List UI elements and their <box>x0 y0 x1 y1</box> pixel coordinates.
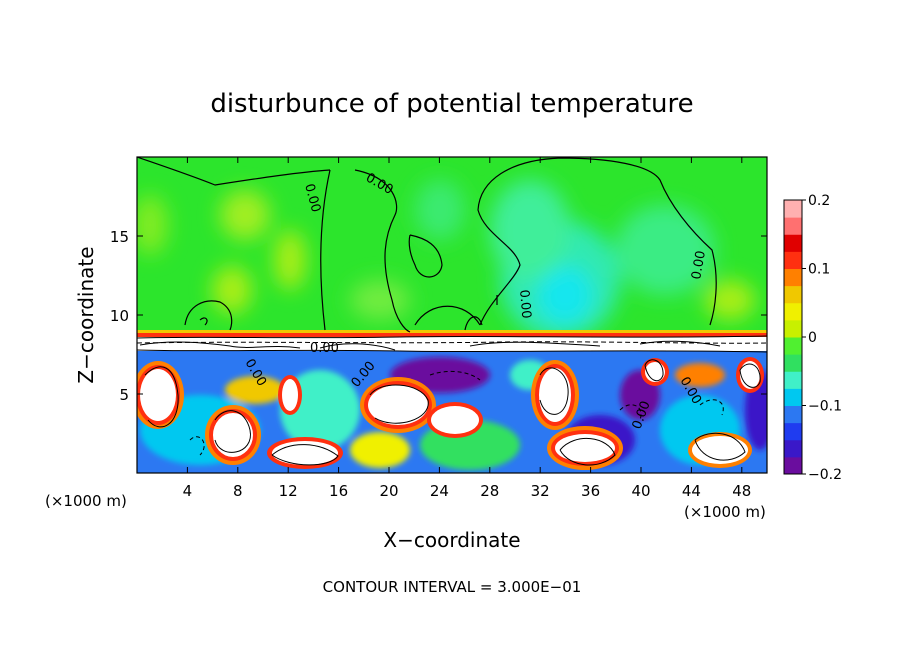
chart-title: disturbunce of potential temperature <box>210 89 693 119</box>
colorbar-segment <box>784 371 802 389</box>
x-tick-label: 12 <box>279 482 298 500</box>
colorbar-segment <box>784 268 802 287</box>
colorbar-segment <box>784 456 802 475</box>
upper-contours <box>137 157 717 333</box>
x-tick-label: 24 <box>430 482 449 500</box>
band-contours <box>137 335 767 353</box>
colorbar-segment <box>784 234 802 252</box>
colorbar-segment <box>784 319 802 338</box>
band-dashed-contours <box>137 341 767 344</box>
colorbar: 0.2 0.1 0 −0.1 −0.2 <box>783 193 842 483</box>
x-tick-label: 36 <box>581 482 600 500</box>
upper-field <box>137 180 755 340</box>
contour-interval-note: CONTOUR INTERVAL = 3.000E−01 <box>323 578 582 596</box>
colorbar-segment <box>784 439 802 458</box>
colorbar-segment <box>784 200 802 218</box>
x-tick-label: 20 <box>379 482 398 500</box>
contour-label: 0.00 <box>689 250 709 281</box>
x-tick-label: 40 <box>631 482 650 500</box>
contour-label: 0.00 <box>301 182 323 214</box>
x-axis-label: X−coordinate <box>383 528 520 552</box>
y-tick-label: 5 <box>119 386 129 404</box>
y-tick-label: 10 <box>110 307 129 325</box>
colorbar-tick-label: 0.2 <box>808 193 830 209</box>
warm-blobs <box>137 357 764 470</box>
colorbar-segment <box>784 422 802 441</box>
colorbar-tick-label: −0.2 <box>808 467 842 483</box>
x-tick-label: 16 <box>329 482 348 500</box>
x-tick-label: 48 <box>732 482 751 500</box>
x-axis: 4 8 12 16 20 24 28 32 36 40 44 48 <box>183 157 751 500</box>
colorbar-segment <box>784 302 802 321</box>
contour-label: 0.00 <box>516 289 533 319</box>
colorbar-tick-label: 0 <box>808 330 817 346</box>
x-tick-label: 4 <box>183 482 193 500</box>
x-tick-label: 28 <box>480 482 499 500</box>
x-axis-unit-left: (×1000 m) <box>45 492 127 510</box>
lower-dashed-contours <box>189 370 724 456</box>
colorbar-segment <box>784 285 802 304</box>
colorbar-segment <box>784 337 802 355</box>
y-tick-label: 15 <box>110 228 129 246</box>
x-tick-label: 32 <box>531 482 550 500</box>
colorbar-segment <box>784 388 802 406</box>
colorbar-segment <box>784 251 802 269</box>
plot-area <box>137 157 767 473</box>
colorbar-segment <box>784 354 802 372</box>
x-tick-label: 44 <box>682 482 701 500</box>
colorbar-segment <box>784 405 802 424</box>
lower-contours <box>144 359 761 466</box>
colorbar-tick-label: 0.1 <box>808 262 830 278</box>
y-axis-label: Z−coordinate <box>74 246 98 383</box>
x-tick-label: 8 <box>233 482 243 500</box>
x-axis-unit-right: (×1000 m) <box>684 503 766 521</box>
lower-field <box>137 352 767 473</box>
colorbar-tick-label: −0.1 <box>808 399 842 415</box>
colorbar-segment <box>784 217 802 235</box>
y-axis: 5 10 15 <box>110 228 767 404</box>
contour-label: 0.00 <box>310 341 339 356</box>
